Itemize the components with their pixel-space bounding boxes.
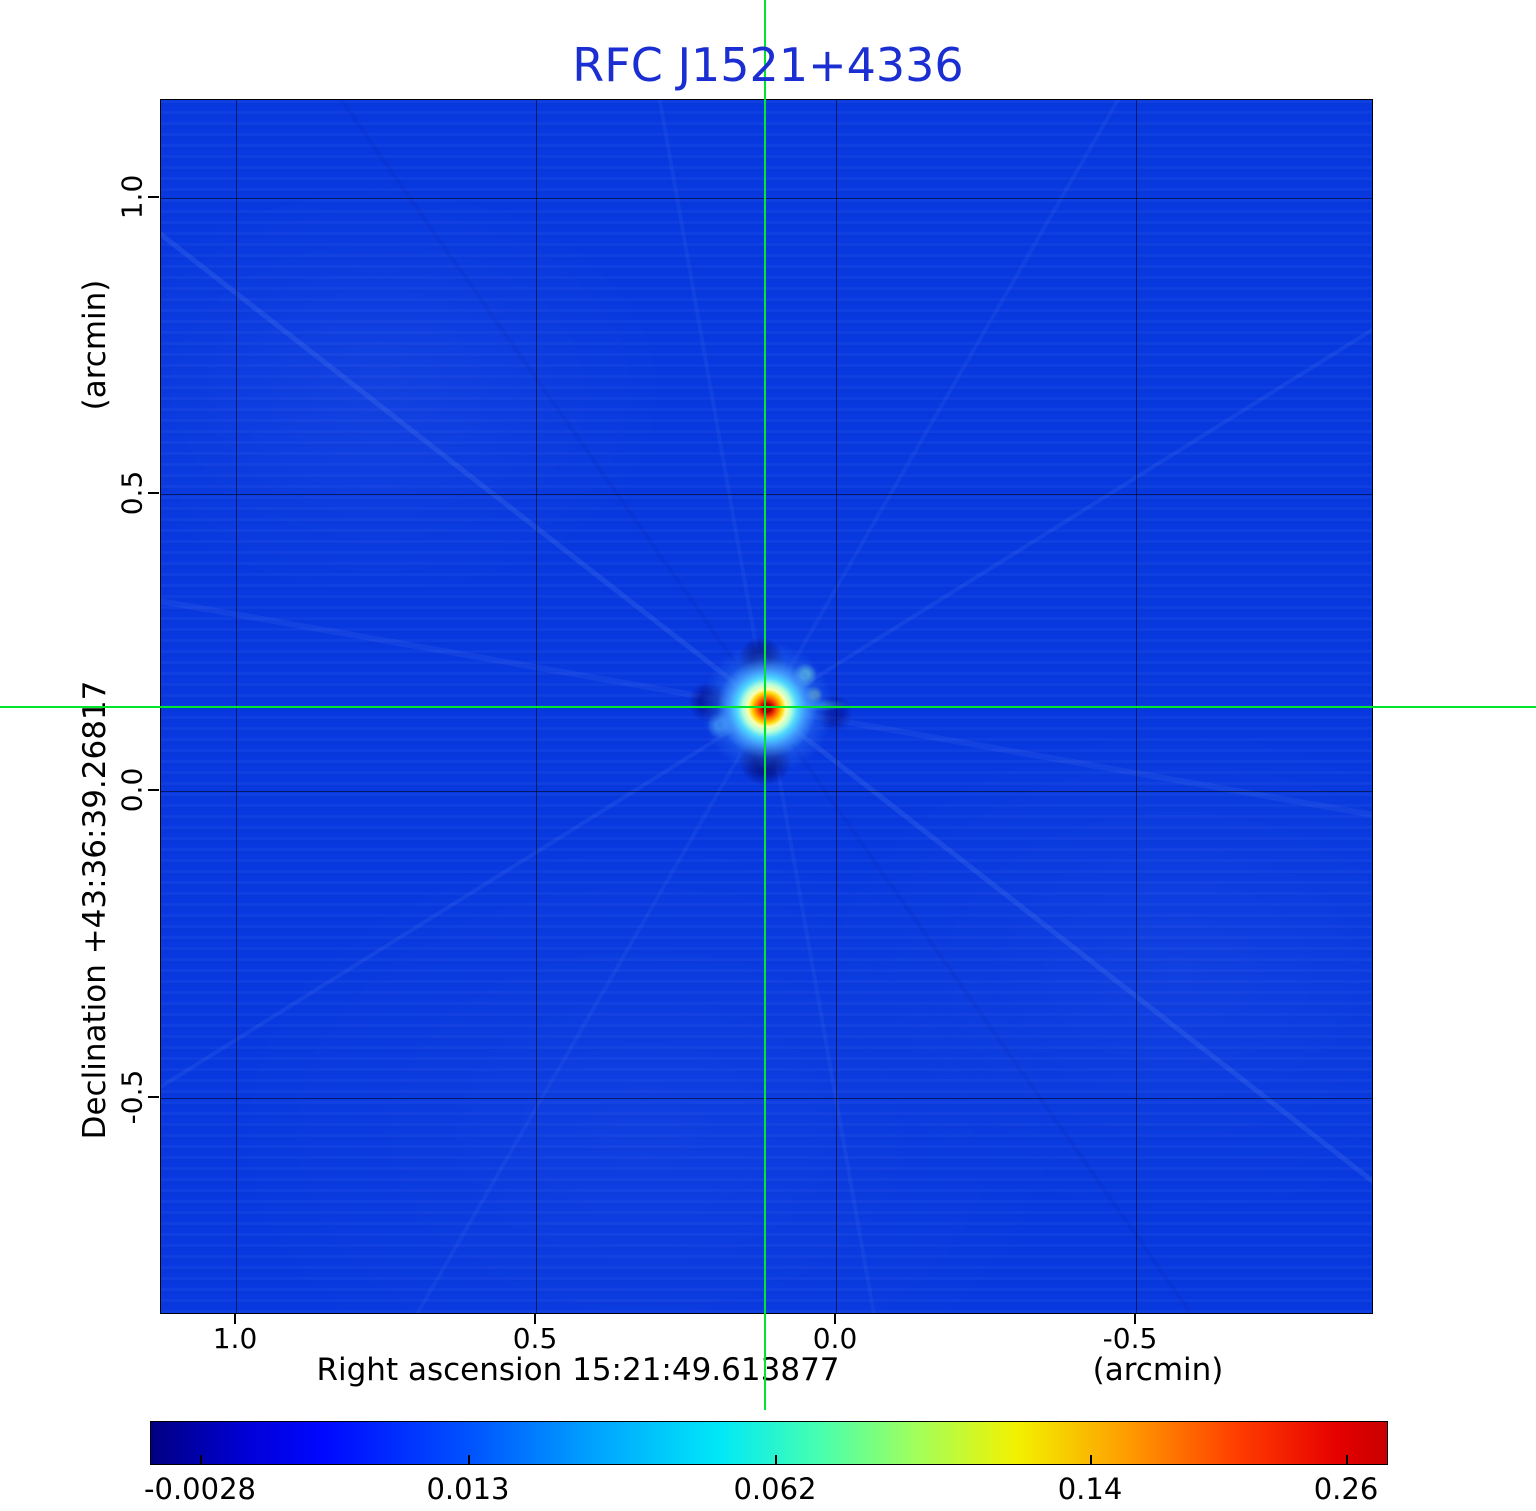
source-peak [637,578,897,838]
gridline-horizontal [161,1098,1372,1099]
x-tick-label: -0.5 [1102,1322,1158,1355]
y-tick-label: 0.0 [115,767,149,813]
colorbar [150,1421,1388,1465]
x-tick-mark [834,1313,836,1324]
y-tick-mark [148,1096,159,1098]
x-tick-label: 0.0 [812,1322,858,1355]
gridline-horizontal [161,494,1372,495]
x-tick-mark [234,1313,236,1324]
x-axis-unit: (arcmin) [1092,1352,1224,1388]
y-tick-mark [148,789,159,791]
y-axis-unit: (arcmin) [77,279,113,411]
x-tick-label: 1.0 [212,1322,258,1355]
y-tick-label: 1.0 [115,174,149,220]
colorbar-tick-label: 0.14 [1057,1472,1123,1506]
colorbar-tick-mark [1346,1455,1348,1464]
colorbar-tick-mark [775,1455,777,1464]
colorbar-tick-label: 0.062 [733,1472,817,1506]
y-tick-mark [148,492,159,494]
y-axis-label: Declination +43:36:39.26817 [77,680,113,1140]
x-tick-mark [1134,1313,1136,1324]
x-tick-mark [534,1313,536,1324]
colorbar-tick-label: 0.26 [1313,1472,1379,1506]
crosshair-vertical-line [764,0,766,1410]
colorbar-tick-mark [468,1455,470,1464]
x-tick-label: 0.5 [512,1322,558,1355]
gridline-horizontal [161,198,1372,199]
y-tick-mark [148,196,159,198]
colorbar-tick-label: -0.0028 [144,1472,256,1506]
plot-title: RFC J1521+4336 [572,38,964,92]
colorbar-tick-label: 0.013 [426,1472,510,1506]
y-tick-label: 0.5 [115,470,149,516]
y-tick-label: -0.5 [115,1069,149,1125]
colorbar-tick-mark [200,1455,202,1464]
x-axis-label: Right ascension 15:21:49.613877 [316,1352,840,1388]
colorbar-tick-mark [1090,1455,1092,1464]
crosshair-horizontal-line [0,706,1536,708]
